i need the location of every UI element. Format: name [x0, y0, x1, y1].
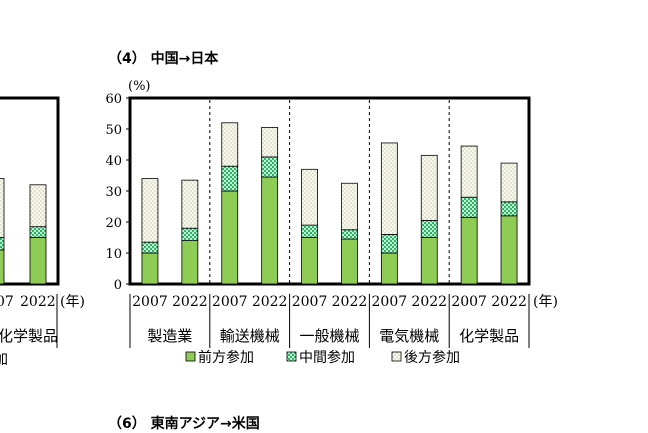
- bar-segment-後方参加: [460, 145, 478, 198]
- bar-segment-前方参加: [301, 237, 318, 285]
- bar-segment-後方参加: [301, 168, 318, 226]
- partial-year-label: 07: [0, 294, 14, 310]
- y-tick-label: 40: [105, 154, 122, 169]
- group-label: 化学製品: [459, 327, 519, 345]
- legend-swatch: [286, 351, 297, 362]
- partial-bar-segment: [29, 226, 47, 238]
- legend-label: 中間参加: [299, 349, 355, 366]
- partial-group-label: 化学製品: [0, 327, 58, 345]
- y-tick-label: 30: [105, 185, 122, 200]
- bar-segment-前方参加: [500, 215, 518, 285]
- bar-segment-中間参加: [460, 196, 478, 218]
- partial-bar-segment: [0, 178, 5, 238]
- bar-segment-前方参加: [141, 252, 159, 285]
- bar-segment-前方参加: [341, 238, 358, 285]
- partial-bar-segment: [0, 237, 5, 251]
- year-label: 2022: [411, 294, 447, 310]
- y-axis-label: (%): [128, 79, 151, 94]
- group-label: 一般機械: [299, 327, 359, 345]
- y-tick-label: 10: [105, 247, 122, 262]
- bar-segment-後方参加: [261, 127, 279, 158]
- bar-segment-後方参加: [141, 178, 159, 243]
- partial-bar-segment: [0, 249, 5, 285]
- partial-year-label: 2022: [20, 294, 56, 310]
- year-label: 2007: [292, 294, 328, 310]
- bar-segment-前方参加: [420, 237, 438, 285]
- bar-segment-後方参加: [380, 142, 398, 235]
- bar-segment-後方参加: [341, 182, 358, 231]
- year-label: 2022: [332, 294, 368, 310]
- legend-swatch: [185, 351, 196, 362]
- year-label: 2007: [212, 294, 248, 310]
- partial-bar-segment: [29, 184, 47, 228]
- group-label: 製造業: [147, 327, 192, 345]
- bar-segment-中間参加: [420, 220, 438, 238]
- y-tick-label: 50: [105, 123, 122, 138]
- y-tick-label: 0: [114, 278, 122, 293]
- x-unit-label: (年): [533, 294, 558, 310]
- bar-segment-前方参加: [380, 252, 398, 285]
- y-tick-label: 20: [105, 216, 122, 231]
- year-label: 2007: [372, 294, 408, 310]
- legend-label: 前方参加: [198, 349, 254, 366]
- year-label: 2022: [172, 294, 208, 310]
- bar-segment-中間参加: [141, 241, 159, 254]
- group-label: 電気機械: [379, 327, 439, 345]
- partial-bar-segment: [29, 237, 47, 285]
- year-label: 2022: [491, 294, 527, 310]
- next-section-title: （6） 東南アジア→米国: [108, 416, 260, 432]
- year-label: 2007: [451, 294, 487, 310]
- partial-x-unit-label: (年): [60, 294, 85, 310]
- partial-plot-frame: [0, 96, 60, 286]
- y-tick-label: 60: [105, 92, 122, 107]
- bar-segment-前方参加: [460, 216, 478, 285]
- bar-segment-前方参加: [181, 240, 199, 285]
- bar-segment-中間参加: [341, 229, 358, 240]
- partial-legend-fragment: 加: [0, 352, 8, 368]
- group-label: 輸送機械: [220, 327, 280, 345]
- bar-segment-中間参加: [181, 227, 199, 241]
- year-label: 2022: [252, 294, 288, 310]
- bar-segment-中間参加: [261, 156, 279, 178]
- bar-segment-後方参加: [181, 179, 199, 229]
- bar-segment-後方参加: [420, 154, 438, 221]
- bar-segment-中間参加: [221, 165, 239, 192]
- bar-segment-前方参加: [261, 176, 279, 285]
- legend-label: 後方参加: [404, 349, 460, 366]
- bar-segment-前方参加: [221, 190, 239, 285]
- chart-section-title: （4） 中国→日本: [108, 51, 219, 67]
- bar-segment-中間参加: [301, 224, 318, 238]
- bar-segment-後方参加: [221, 122, 239, 167]
- bar-segment-中間参加: [380, 233, 398, 254]
- year-label: 2007: [132, 294, 168, 310]
- legend-swatch: [391, 351, 402, 362]
- bar-segment-中間参加: [500, 201, 518, 217]
- legend: 前方参加 中間参加 後方参加: [185, 349, 460, 366]
- bar-segment-後方参加: [500, 162, 518, 203]
